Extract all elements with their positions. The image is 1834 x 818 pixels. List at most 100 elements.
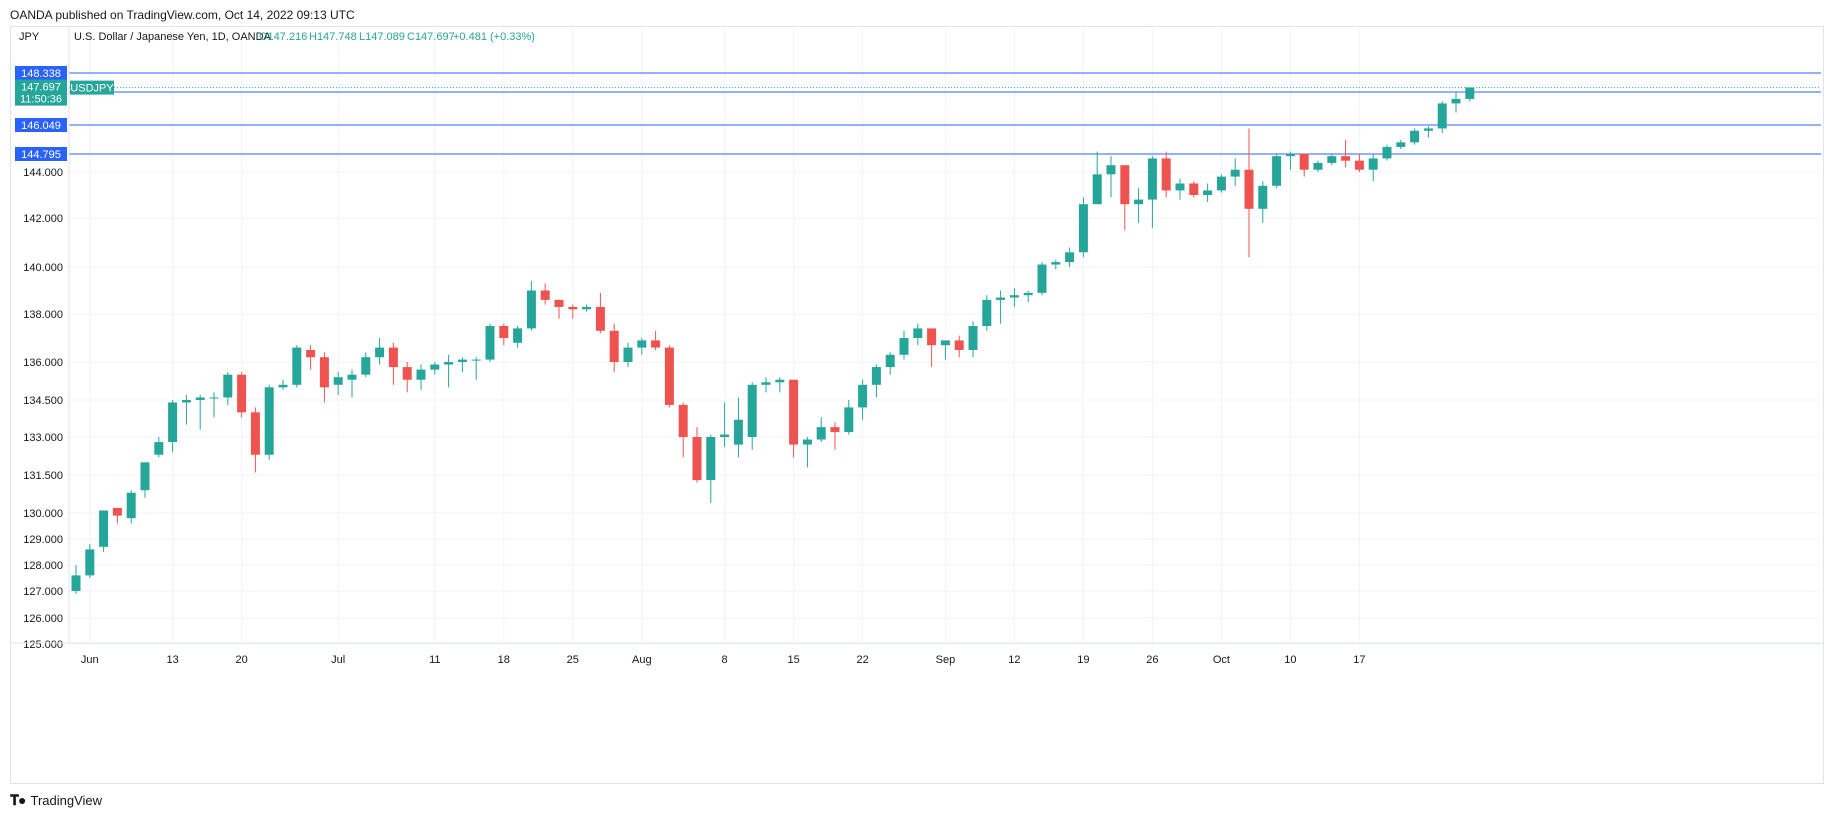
candle bbox=[1120, 165, 1130, 231]
x-tick-label: 12 bbox=[1008, 654, 1020, 666]
candle bbox=[1258, 181, 1268, 223]
candle bbox=[471, 357, 481, 380]
candle-body bbox=[1410, 130, 1420, 143]
candle-body bbox=[595, 306, 605, 331]
candle bbox=[526, 281, 536, 331]
candle-body bbox=[85, 549, 95, 576]
candle bbox=[554, 299, 564, 319]
candle bbox=[375, 338, 385, 365]
candle-body bbox=[692, 437, 702, 481]
legend-open: O147.216 bbox=[259, 31, 307, 43]
candle bbox=[1451, 92, 1461, 113]
candle bbox=[913, 323, 923, 346]
candle-body bbox=[1451, 98, 1461, 104]
x-tick-label: 13 bbox=[166, 654, 178, 666]
candle bbox=[678, 402, 688, 458]
symbol-tag bbox=[70, 80, 114, 95]
candle bbox=[1009, 288, 1019, 307]
candle-body bbox=[1009, 295, 1019, 298]
candle-body bbox=[195, 397, 205, 400]
y-tick-label: 127.000 bbox=[23, 586, 63, 598]
candle bbox=[568, 304, 578, 319]
candle-body bbox=[802, 439, 812, 445]
candle bbox=[499, 323, 509, 346]
candle-body bbox=[1037, 264, 1047, 293]
candle bbox=[168, 400, 178, 453]
candle bbox=[347, 369, 357, 398]
grid-layer bbox=[69, 27, 1821, 645]
candle-body bbox=[250, 412, 260, 455]
candle-body bbox=[223, 374, 233, 398]
candle-body bbox=[1382, 146, 1392, 159]
candle-body bbox=[402, 367, 412, 380]
x-tick-label: Oct bbox=[1213, 654, 1230, 666]
x-tick-label: 8 bbox=[722, 654, 728, 666]
candle bbox=[264, 384, 274, 460]
candle-body bbox=[940, 340, 950, 346]
candle bbox=[1023, 290, 1033, 303]
candle-body bbox=[678, 404, 688, 437]
candle-body bbox=[954, 340, 964, 350]
candle-body bbox=[747, 384, 757, 437]
candle-body bbox=[1244, 169, 1254, 209]
candle bbox=[1285, 151, 1295, 170]
candle bbox=[637, 338, 647, 355]
candle bbox=[1368, 153, 1378, 182]
candle-body bbox=[140, 462, 150, 491]
candle bbox=[1423, 126, 1433, 138]
candle-body bbox=[1023, 292, 1033, 296]
candle-body bbox=[982, 299, 992, 326]
candle bbox=[140, 462, 150, 498]
currency-corner-label: JPY bbox=[19, 31, 40, 43]
candle-body bbox=[540, 290, 550, 300]
candle-body bbox=[568, 306, 578, 310]
candle bbox=[802, 437, 812, 468]
current-price-tag bbox=[15, 79, 67, 106]
y-tick-label: 130.000 bbox=[23, 508, 63, 520]
candle-body bbox=[637, 340, 647, 348]
candlestick-chart[interactable]: 125.000 126.000 127.000 128.000 129.000 130.0… bbox=[11, 27, 1823, 783]
candle bbox=[664, 345, 674, 408]
candle bbox=[319, 352, 329, 403]
candle-body bbox=[761, 382, 771, 385]
candle-body bbox=[457, 359, 467, 362]
candle bbox=[940, 340, 950, 360]
candle-body bbox=[1203, 190, 1213, 195]
legend-instrument: U.S. Dollar / Japanese Yen, 1D, OANDA bbox=[74, 31, 272, 43]
level-price-tag bbox=[15, 147, 67, 161]
candle-body bbox=[968, 326, 978, 350]
candle-body bbox=[554, 299, 564, 307]
candle-body bbox=[582, 306, 592, 310]
candle-body bbox=[1078, 204, 1088, 253]
candle bbox=[85, 544, 95, 578]
candle-body bbox=[1341, 156, 1351, 161]
candle-body bbox=[1175, 183, 1185, 191]
x-tick-label: 25 bbox=[567, 654, 579, 666]
candle-body bbox=[871, 367, 881, 385]
candle-body bbox=[1051, 262, 1061, 265]
candle bbox=[733, 397, 743, 458]
chart-frame[interactable]: 125.000 126.000 127.000 128.000 129.000 130.0… bbox=[10, 26, 1824, 784]
candle-body bbox=[471, 359, 481, 361]
candle bbox=[1189, 181, 1199, 198]
candle bbox=[250, 407, 260, 473]
candle bbox=[444, 354, 454, 388]
candle-body bbox=[816, 427, 826, 440]
x-tick-label: 15 bbox=[787, 654, 799, 666]
candle-body bbox=[1354, 160, 1364, 170]
candle bbox=[540, 283, 550, 305]
candle bbox=[223, 372, 233, 405]
candle bbox=[195, 394, 205, 430]
candle-body bbox=[858, 384, 868, 408]
candle-body bbox=[1423, 128, 1433, 131]
price-labels: 148.338147.504146.049144.795147.69711:50… bbox=[15, 66, 114, 161]
candle-body bbox=[306, 350, 316, 358]
candle bbox=[1230, 158, 1240, 186]
candle-body bbox=[1465, 87, 1475, 99]
published-header: OANDA published on TradingView.com, Oct … bbox=[10, 8, 355, 22]
candle bbox=[761, 377, 771, 393]
candle bbox=[126, 490, 136, 524]
candle bbox=[388, 342, 398, 385]
candle bbox=[181, 394, 191, 425]
tradingview-logo[interactable]: 𝐓● TradingView bbox=[10, 792, 102, 809]
